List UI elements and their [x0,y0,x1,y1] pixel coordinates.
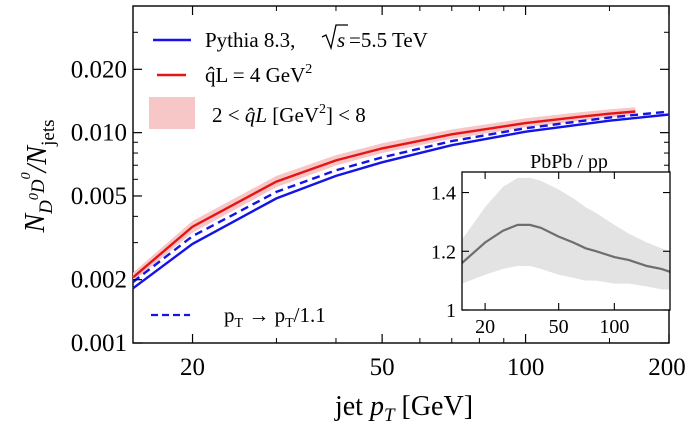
legend-swatch-band [149,97,195,129]
x-tick-label: 20 [180,354,205,381]
legend-sqrts: s [337,28,345,52]
series-line-1 [132,110,670,283]
inset-title: PbPb / pp [530,151,608,173]
legend-label-pythia: Pythia 8.3, [205,28,295,52]
inset-ticks-layer: 20 50 100 1 1.2 1.4 [431,172,670,338]
legend-label-band: 2 < q̂L [GeV2] < 8 [212,102,366,127]
legend-energy: =5.5 TeV [349,28,428,52]
legend-label-qhat: q̂L = 4 GeV2 [205,62,312,87]
legend: Pythia 8.3, s =5.5 TeV q̂L = 4 GeV2 2 < … [149,24,428,331]
inset-y-tick-label: 1.2 [431,241,456,263]
x-tick-label: 50 [370,354,395,381]
sqrt-symbol [321,24,348,51]
x-axis-label: jet pT [GeV] [334,391,473,426]
series-line-2 [132,110,636,279]
inset-x-tick-label: 20 [475,316,495,338]
y-tick-label: 0.002 [71,267,127,294]
main-series-layer [132,110,670,290]
inset-y-tick-label: 1 [446,300,456,322]
inset-ratio-line [461,223,671,273]
inset-y-tick-label: 1.4 [431,183,456,205]
legend-label-shift: pT → pT/1.1 [224,303,326,331]
inset-band-layer [462,177,670,290]
y-tick-label: 0.001 [71,330,127,357]
y-tick-label: 0.010 [71,120,127,147]
inset-uncertainty-band [462,177,670,290]
x-tick-label: 200 [648,354,686,381]
inset-frame [461,171,671,311]
y-tick-label: 0.020 [71,56,127,83]
y-axis-label: ND0D0/Njets [19,119,59,233]
x-tick-label: 100 [507,354,545,381]
y-tick-label: 0.005 [71,183,127,210]
inset-series-layer [461,223,671,273]
series-line-0 [132,113,670,290]
inset-x-tick-label: 50 [549,316,569,338]
inset-x-tick-label: 100 [599,316,629,338]
